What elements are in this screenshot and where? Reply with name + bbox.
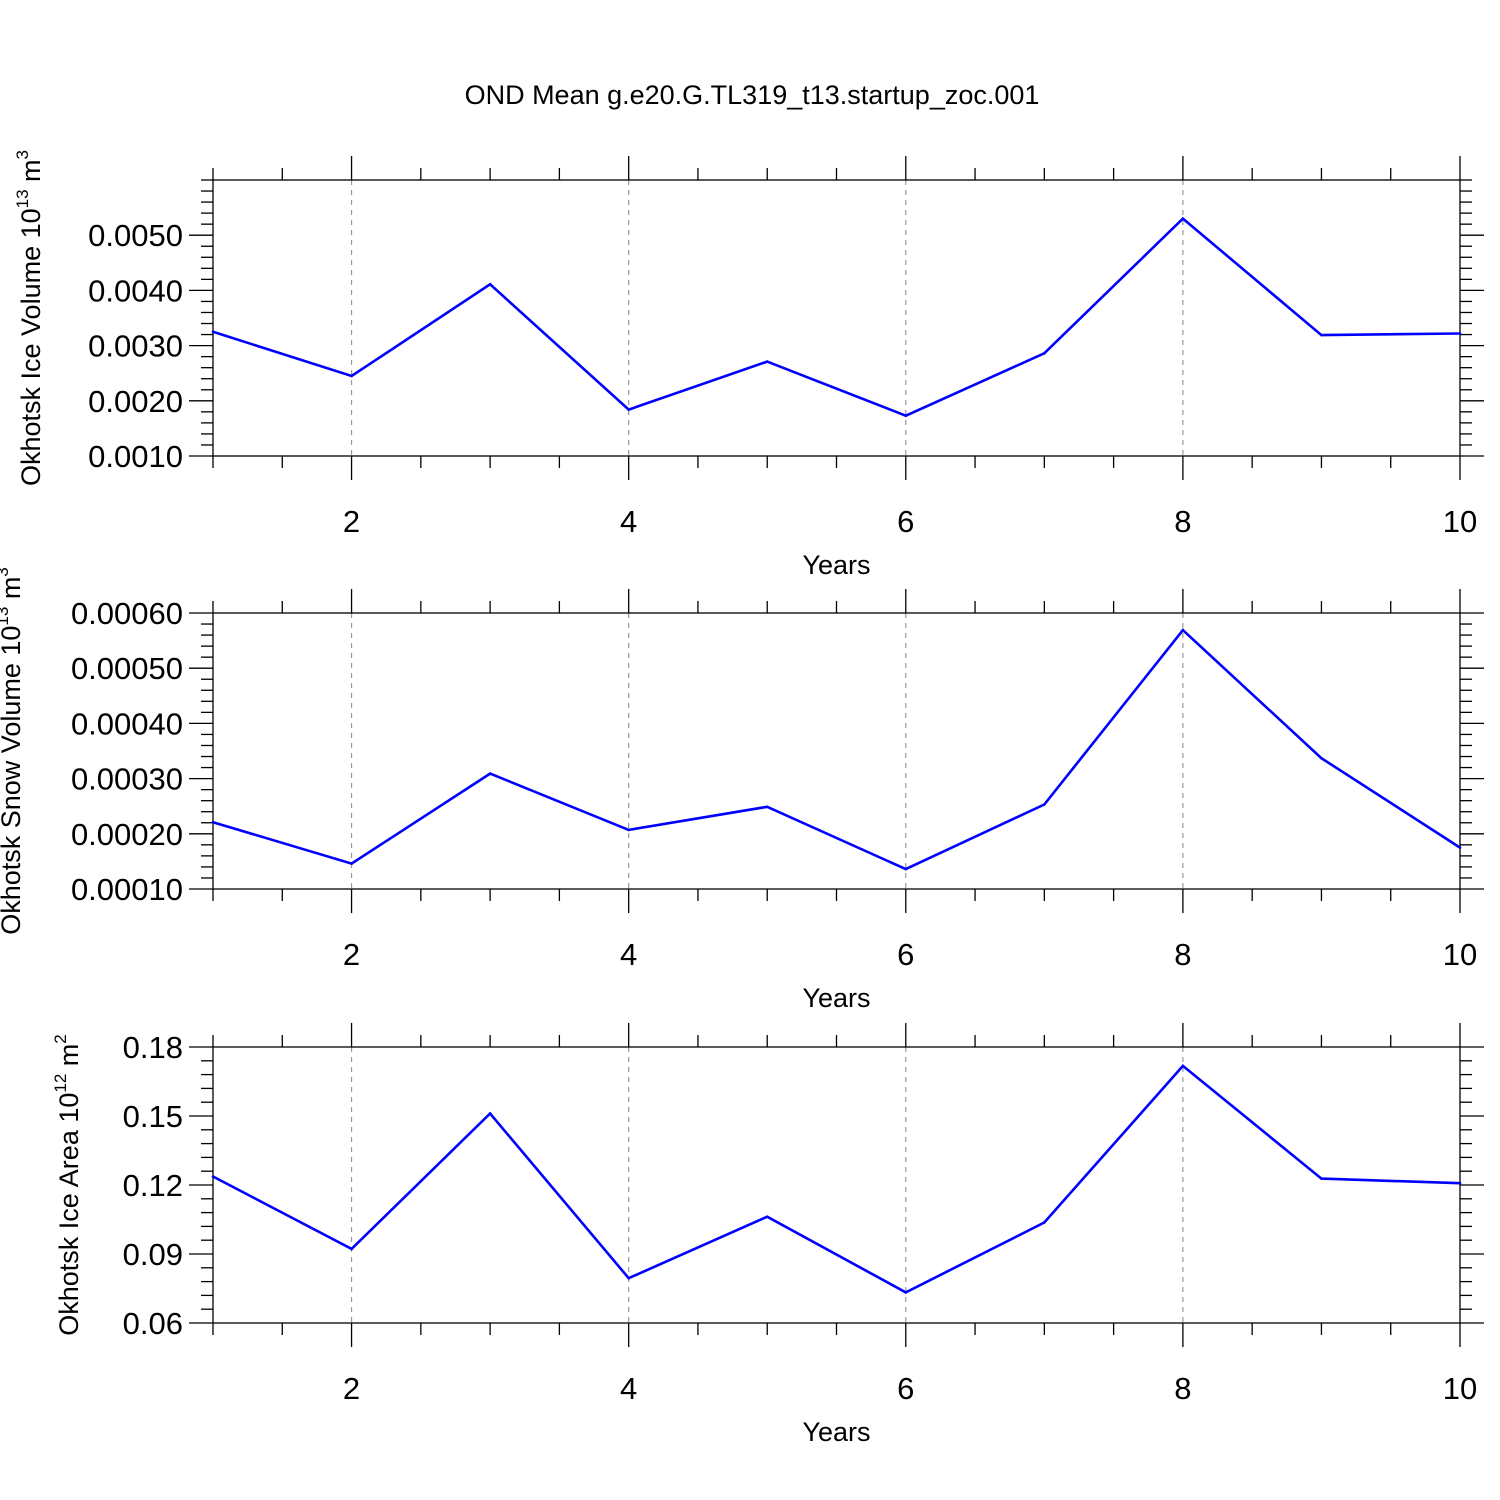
data-point-1-4 <box>627 828 630 832</box>
x-tick-label: 10 <box>1443 504 1477 539</box>
data-point-1-4 <box>627 1276 630 1280</box>
chart-panel-1: 2 4 6 8 10 0.0010 0.0020 0.0030 0.0040 0.0050 Year… <box>13 150 1484 580</box>
y-axis-title-main: Okhotsk Snow Volume 10 <box>0 626 26 935</box>
y-axis-title: Okhotsk Ice Area 1012 m2 <box>51 1034 84 1336</box>
chart-panel-3: 2 4 6 8 10 0.06 0.09 0.12 0.15 0.18 Years Okhotsk I… <box>51 1023 1484 1447</box>
chart-panel-2: 2 4 6 8 10 0.00010 0.00020 0.00030 0.00040 0.0005… <box>0 567 1484 1013</box>
y-axis-title-unit-exponent: 2 <box>51 1034 70 1043</box>
y-axis-title-main: Okhotsk Ice Area 10 <box>54 1093 84 1336</box>
x-tick-label: 10 <box>1443 1371 1477 1406</box>
data-point-1-4 <box>627 408 630 411</box>
y-tick-label: 0.0030 <box>88 329 183 364</box>
y-axis-title-exponent: 13 <box>13 189 32 208</box>
data-point-1-2 <box>350 374 353 378</box>
x-tick-label: 2 <box>343 1371 360 1406</box>
data-point-1-8 <box>1181 217 1185 220</box>
y-tick-label: 0.00060 <box>71 596 183 631</box>
y-axis-title-exponent: 13 <box>0 607 12 626</box>
data-point-1-10 <box>1458 332 1462 335</box>
data-point-1-10 <box>1458 846 1462 849</box>
x-tick-label: 6 <box>897 937 914 972</box>
data-point-1-6 <box>904 1291 908 1294</box>
x-tick-label: 4 <box>620 504 637 539</box>
x-tick-label: 6 <box>897 1371 914 1406</box>
y-tick-label: 0.09 <box>123 1237 183 1272</box>
y-axis-title-unit: m <box>16 159 46 189</box>
series-line-snow-volume <box>212 628 1461 871</box>
y-axis-title-unit: m <box>54 1044 84 1074</box>
series-line-ice-area <box>212 1064 1461 1294</box>
data-point-1-1 <box>211 1175 215 1178</box>
y-tick-label: 0.0040 <box>88 273 183 308</box>
data-point-1-5 <box>765 360 769 363</box>
y-tick-label: 0.00030 <box>71 762 183 797</box>
data-point-1-3 <box>488 1112 492 1115</box>
data-point-1-5 <box>765 1215 769 1219</box>
x-tick-label: 8 <box>1174 504 1191 539</box>
data-point-1-1 <box>211 330 215 334</box>
y-tick-label: 0.18 <box>123 1030 183 1065</box>
x-tick-label: 2 <box>343 504 360 539</box>
x-axis-title: Years <box>802 1417 870 1447</box>
panels: 2 4 6 8 10 0.0010 0.0020 0.0030 0.0040 0.0050 Year… <box>0 150 1484 1447</box>
y-axis-title-unit-exponent: 3 <box>13 150 32 159</box>
x-tick-label: 8 <box>1174 1371 1191 1406</box>
y-tick-label: 0.0050 <box>88 218 183 253</box>
data-point-1-3 <box>488 772 492 775</box>
y-tick-label: 0.00050 <box>71 651 183 686</box>
y-tick-label: 0.06 <box>123 1306 183 1341</box>
data-point-1-10 <box>1458 1181 1462 1185</box>
data-point-1-6 <box>904 414 908 418</box>
series-line-ice-volume <box>212 216 1461 418</box>
x-tick-label: 10 <box>1443 937 1477 972</box>
data-point-1-2 <box>350 1247 353 1251</box>
y-axis-title-exponent: 12 <box>51 1074 70 1093</box>
data-point-1-2 <box>350 862 353 865</box>
y-tick-label: 0.0010 <box>88 439 183 474</box>
y-axis-title-main: Okhotsk Ice Volume 10 <box>16 208 46 486</box>
y-axis-title-unit: m <box>0 577 26 607</box>
y-tick-label: 0.00010 <box>71 872 183 907</box>
x-axis-title: Years <box>802 550 870 580</box>
data-point-1-8 <box>1181 628 1185 632</box>
y-tick-label: 0.12 <box>123 1168 183 1203</box>
y-axis-title-unit-exponent: 3 <box>0 567 12 576</box>
data-point-1-9 <box>1320 756 1323 760</box>
data-point-1-9 <box>1320 333 1323 337</box>
x-tick-label: 2 <box>343 937 360 972</box>
data-point-1-9 <box>1320 1177 1323 1180</box>
x-tick-label: 4 <box>620 937 637 972</box>
y-tick-label: 0.00040 <box>71 706 183 741</box>
x-axis-title: Years <box>802 983 870 1013</box>
y-tick-label: 0.0020 <box>88 384 183 419</box>
data-point-1-6 <box>904 867 908 871</box>
y-tick-label: 0.00020 <box>71 817 183 852</box>
x-tick-label: 8 <box>1174 937 1191 972</box>
data-point-1-8 <box>1181 1064 1185 1068</box>
x-tick-label: 6 <box>897 504 914 539</box>
data-point-1-3 <box>488 283 492 286</box>
y-tick-label: 0.15 <box>123 1099 183 1134</box>
data-point-1-5 <box>765 805 769 809</box>
data-point-1-7 <box>1043 352 1046 355</box>
data-point-1-7 <box>1043 1221 1046 1224</box>
x-tick-label: 4 <box>620 1371 637 1406</box>
y-axis-title: Okhotsk Ice Volume 1013 m3 <box>13 150 46 486</box>
y-axis-title: Okhotsk Snow Volume 1013 m3 <box>0 567 26 935</box>
data-point-1-1 <box>211 820 215 824</box>
data-point-1-7 <box>1043 803 1046 806</box>
figure-title: OND Mean g.e20.G.TL319_t13.startup_zoc.0… <box>465 80 1040 110</box>
